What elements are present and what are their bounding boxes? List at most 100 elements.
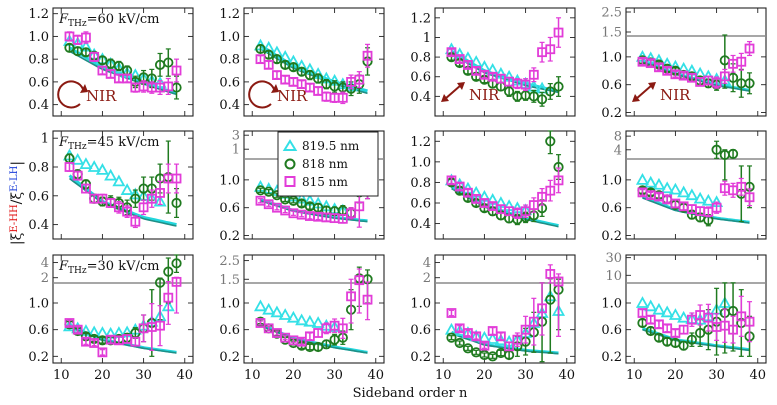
panel-0-1: 0.4 0.6 0.8 1.0 1.2 NIR	[219, 7, 385, 117]
square-marker	[719, 71, 730, 82]
y-tick-label: 1.0	[410, 297, 431, 312]
triangle-marker	[295, 313, 309, 326]
square-marker	[537, 191, 547, 202]
square-marker	[446, 175, 457, 186]
square-marker	[545, 44, 556, 55]
panel-frame	[625, 7, 767, 117]
square-marker	[81, 183, 91, 194]
y-tick-label: 0.6	[601, 323, 622, 338]
circle-marker	[304, 69, 315, 81]
panel-frame	[52, 130, 194, 240]
x-tick-label: 30	[326, 368, 343, 383]
square-marker	[553, 27, 564, 38]
triangle-marker	[120, 183, 134, 195]
circle-marker	[263, 186, 274, 197]
y-tick-label-upper: 1.5	[219, 273, 240, 288]
square-marker	[171, 65, 182, 76]
x-tick-label: 20	[285, 368, 302, 383]
square-marker	[337, 92, 348, 103]
triangle-marker	[262, 302, 276, 315]
circle-marker	[296, 66, 307, 77]
square-marker	[463, 60, 473, 70]
panel-2-2: 10 20 30 40 0.2 0.6 1.0 24	[410, 254, 576, 383]
y-tick-label: 0.4	[219, 98, 240, 113]
y-tick-label: 1.0	[601, 297, 622, 312]
legend-label: 818 nm	[302, 157, 348, 171]
field-annotation: FTHz=30 kV/cm	[58, 259, 159, 276]
triangle-marker	[660, 305, 674, 318]
x-tick-label: 20	[476, 368, 493, 383]
triangle-marker	[112, 174, 126, 187]
y-tick-label-upper: 2.5	[219, 254, 240, 269]
square-marker	[122, 206, 133, 217]
legend-square-marker	[284, 176, 296, 187]
panel-frame	[434, 130, 576, 240]
panel-frame	[243, 130, 385, 240]
square-marker	[744, 43, 755, 54]
y-tick-label: 0.6	[28, 323, 49, 338]
y-tick-label: 1.0	[28, 30, 49, 45]
y-axis-label: |ξE-HH/ξE-LH|	[9, 161, 25, 245]
square-marker	[163, 81, 174, 92]
square-marker	[736, 181, 747, 192]
triangle-marker	[652, 177, 666, 190]
square-marker	[446, 47, 457, 58]
circle-marker	[154, 277, 166, 288]
circle-marker	[487, 351, 498, 362]
circle-marker	[711, 144, 722, 155]
triangle-marker	[153, 194, 167, 207]
panel-2-0: 10 20 30 40 0.2 0.6 1.0 24 FTHz=30 kV/cm	[28, 254, 194, 383]
square-marker	[553, 175, 564, 186]
triangle-marker	[652, 302, 666, 315]
y-tick-label: 0.6	[410, 323, 431, 338]
field-annotation: FTHz=45 kV/cm	[58, 135, 159, 152]
y-tick-label: 1.0	[28, 297, 49, 312]
triangle-marker	[677, 310, 691, 323]
circle-marker	[727, 305, 739, 317]
square-marker	[130, 216, 141, 227]
circular-polarization-icon	[57, 80, 84, 109]
arrowhead	[457, 82, 465, 90]
triangle-marker	[278, 308, 292, 320]
square-marker	[446, 308, 457, 318]
nir-label: NIR	[277, 87, 308, 105]
square-marker	[97, 347, 108, 358]
square-marker	[296, 336, 307, 347]
circle-marker	[536, 94, 548, 105]
triangle-marker	[253, 299, 268, 312]
square-marker	[346, 291, 356, 302]
x-tick-label: 40	[367, 368, 384, 383]
y-tick-label: 0.2	[601, 106, 622, 121]
nir-label: NIR	[469, 86, 500, 104]
panel-2-1: 10 20 30 40 0.2 0.6 1.0 1.5 2.5	[219, 254, 385, 383]
arrowhead	[441, 94, 449, 102]
circle-marker	[130, 193, 141, 204]
panel-frame	[243, 254, 385, 364]
circle-marker	[454, 337, 465, 349]
panel-frame	[625, 130, 767, 240]
legend-label: 815 nm	[302, 175, 348, 189]
square-marker	[171, 173, 182, 184]
square-marker	[528, 200, 539, 210]
square-marker	[736, 311, 747, 322]
square-marker	[72, 324, 83, 335]
square-marker	[471, 331, 482, 342]
theory-curve	[260, 324, 368, 354]
y-tick-label-upper: 2	[423, 271, 431, 286]
square-marker	[255, 54, 266, 65]
y-tick-label: 0.4	[28, 98, 49, 113]
circle-marker	[545, 294, 556, 305]
square-marker	[362, 50, 373, 61]
y-tick-label-upper: 4	[614, 143, 622, 158]
y-tick-label: 0.8	[219, 53, 240, 68]
triangle-marker	[685, 188, 699, 201]
square-marker	[528, 69, 539, 80]
circle-marker	[744, 78, 755, 89]
field-annotation: FTHz=60 kV/cm	[58, 12, 159, 29]
y-tick-label-upper: 2.5	[601, 6, 622, 21]
linear-polarization-icon	[635, 84, 653, 100]
x-tick-label: 30	[135, 368, 152, 383]
square-marker	[337, 323, 348, 334]
square-marker	[64, 162, 75, 172]
y-tick-label: 0.8	[28, 53, 49, 68]
